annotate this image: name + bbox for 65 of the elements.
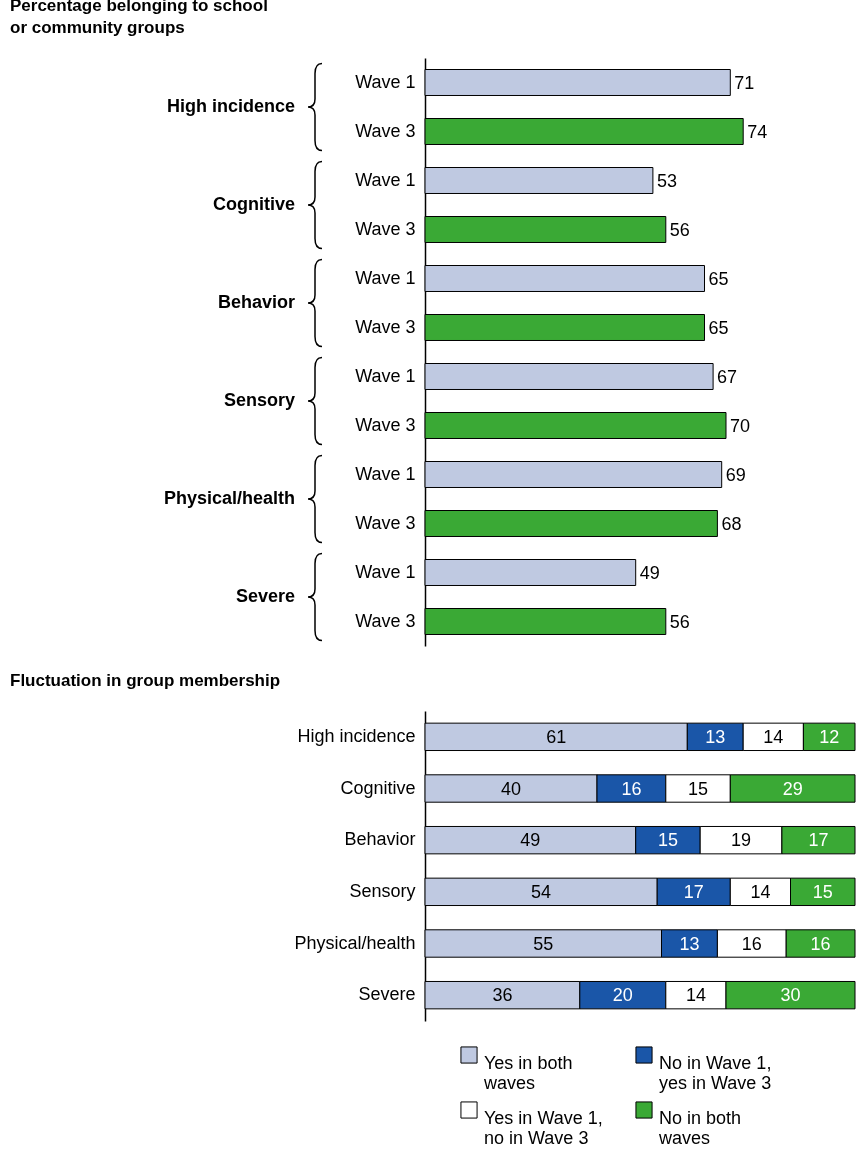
data-label: 17 xyxy=(683,881,704,902)
data-label: 67 xyxy=(717,366,738,387)
data-label: 70 xyxy=(730,415,751,436)
y-tick-label: Severe xyxy=(358,984,416,1005)
text: Fluctuation in group membership xyxy=(10,671,281,690)
data-label: 14 xyxy=(685,985,706,1006)
data-label: 13 xyxy=(705,726,726,747)
data-label: 65 xyxy=(708,317,729,338)
data-label: 16 xyxy=(810,933,831,954)
data-label: 68 xyxy=(721,513,742,534)
text: Wave 3 xyxy=(355,218,416,239)
data-label: 16 xyxy=(621,778,642,799)
y-tick-label: Behavior xyxy=(217,292,295,312)
data-label: 30 xyxy=(780,985,801,1006)
data-label: 15 xyxy=(657,830,678,851)
data-label: 13 xyxy=(679,933,700,954)
text: Wave 1 xyxy=(355,463,416,484)
data-label: 53 xyxy=(656,170,677,191)
text: Wave 3 xyxy=(355,610,416,631)
data-label: 20 xyxy=(612,985,633,1006)
text: Wave 3 xyxy=(355,316,416,337)
text: Wave 1 xyxy=(355,561,416,582)
text: Wave 1 xyxy=(355,267,416,288)
data-label: 71 xyxy=(734,72,755,93)
data-label: 56 xyxy=(669,611,690,632)
y-tick-label: Sensory xyxy=(349,880,416,901)
text: Wave 1 xyxy=(355,169,416,190)
legend-label: No in both waves xyxy=(658,1108,742,1148)
data-label: 12 xyxy=(819,726,840,747)
data-label: 17 xyxy=(808,830,829,851)
data-label: 15 xyxy=(812,881,833,902)
data-label: 74 xyxy=(747,121,768,142)
y-tick-label: Physical/health xyxy=(163,488,295,508)
text: Wave 3 xyxy=(355,512,416,533)
data-label: 56 xyxy=(669,219,690,240)
data-label: 29 xyxy=(782,778,803,799)
y-tick-label: Sensory xyxy=(223,390,295,410)
legend-label: No in Wave 1, yes in Wave 3 xyxy=(659,1053,772,1093)
data-label: 55 xyxy=(533,933,554,954)
y-tick-label: Physical/health xyxy=(294,932,416,953)
text: Wave 1 xyxy=(355,365,416,386)
y-tick-label: Behavior xyxy=(344,829,416,850)
text: Wave 3 xyxy=(355,414,416,435)
data-label: 65 xyxy=(708,268,729,289)
data-label: 14 xyxy=(750,881,771,902)
data-label: 36 xyxy=(492,985,513,1006)
legend-label: Yes in Wave 1, no in Wave 3 xyxy=(484,1108,603,1148)
y-tick-label: Severe xyxy=(235,586,295,606)
data-label: 54 xyxy=(531,881,552,902)
series-label: Wave 3 xyxy=(355,120,416,141)
data-label: 49 xyxy=(520,830,541,851)
legend-label: Yes in both waves xyxy=(483,1053,573,1093)
y-tick-label: Cognitive xyxy=(212,194,295,214)
series-label: Wave 1 xyxy=(355,71,416,92)
data-label: 19 xyxy=(731,830,752,851)
y-tick-label: High incidence xyxy=(166,96,295,116)
data-label: 49 xyxy=(639,562,660,583)
data-label: 16 xyxy=(741,933,762,954)
data-label: 14 xyxy=(763,726,784,747)
data-label: 69 xyxy=(725,464,746,485)
y-tick-label: Cognitive xyxy=(340,777,416,798)
data-label: 40 xyxy=(500,778,522,799)
data-label: 15 xyxy=(688,778,709,799)
data-label: 61 xyxy=(546,726,567,747)
y-tick-label: High incidence xyxy=(297,725,416,746)
